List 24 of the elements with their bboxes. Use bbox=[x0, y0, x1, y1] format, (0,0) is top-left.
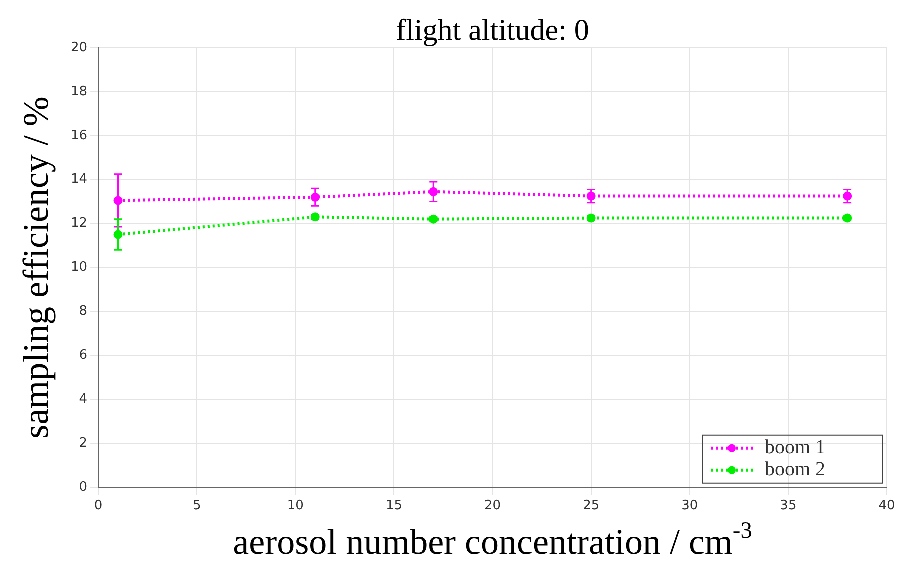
x-tick-label: 40 bbox=[878, 498, 896, 514]
y-tick-label: 4 bbox=[79, 392, 88, 407]
y-tick-label: 16 bbox=[70, 128, 88, 144]
chart-title: flight altitude: 0 bbox=[396, 14, 590, 47]
x-tick-label: 20 bbox=[484, 498, 502, 514]
y-tick-label: 18 bbox=[70, 84, 88, 100]
x-tick-label: 25 bbox=[583, 498, 600, 514]
x-tick-label: 30 bbox=[682, 498, 698, 514]
y-tick-label: 0 bbox=[79, 480, 88, 495]
x-tick-label: 15 bbox=[386, 498, 402, 514]
x-tick-label: 0 bbox=[94, 498, 103, 514]
y-tick-label: 20 bbox=[70, 40, 88, 56]
y-axis-title: sampling efficiency / % bbox=[16, 96, 56, 439]
x-tick-label: 10 bbox=[287, 498, 304, 514]
y-tick-label: 6 bbox=[79, 348, 88, 363]
y-tick-label: 2 bbox=[79, 436, 88, 451]
y-tick-label: 12 bbox=[70, 216, 88, 232]
legend-label: boom 2 bbox=[765, 458, 826, 481]
y-tick-label: 14 bbox=[70, 172, 88, 188]
legend-label: boom 1 bbox=[765, 436, 826, 459]
x-tick-label: 5 bbox=[192, 498, 202, 514]
y-tick-label: 8 bbox=[79, 304, 88, 320]
x-tick-label: 35 bbox=[780, 498, 797, 514]
y-tick-label: 10 bbox=[70, 260, 88, 276]
